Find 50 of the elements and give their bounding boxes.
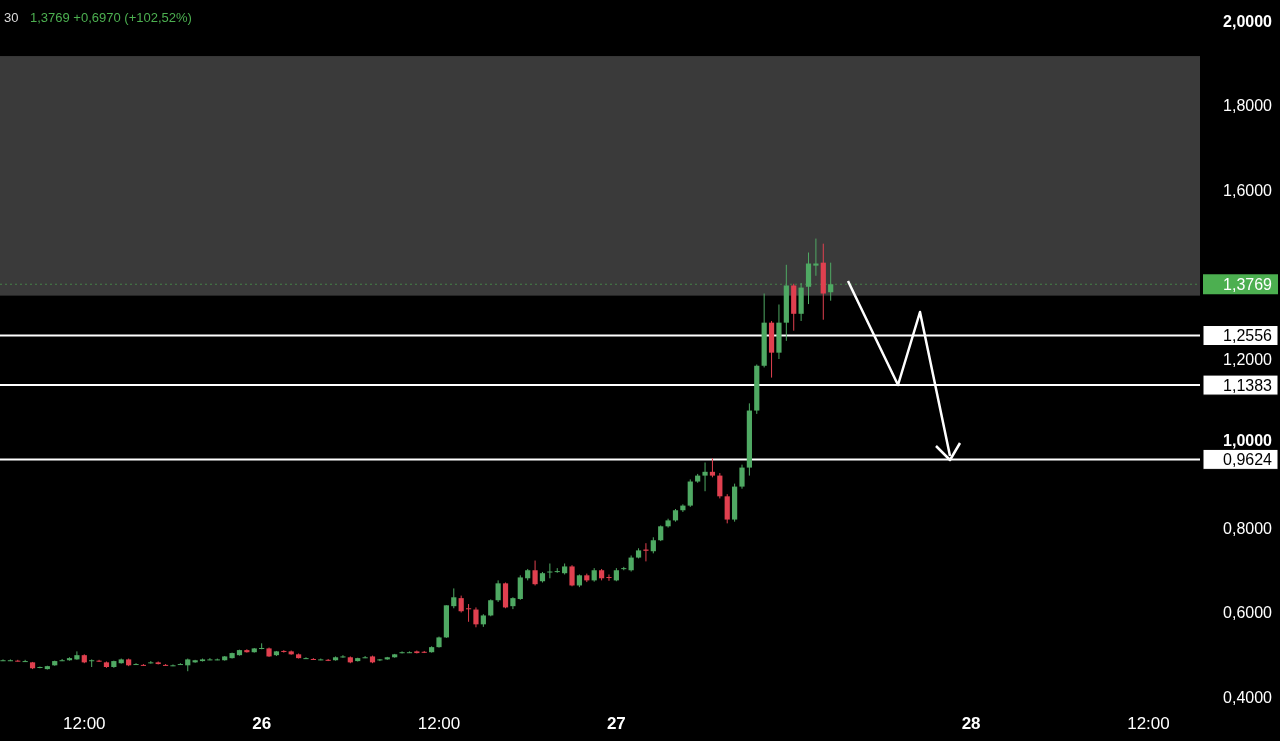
candlestick (813, 238, 819, 277)
y-tick-label: 2,0000 (1223, 12, 1273, 30)
candlestick (828, 262, 834, 302)
candlestick (709, 457, 716, 478)
x-tick-label: 12:00 (417, 714, 461, 733)
candlestick (0, 658, 6, 662)
ref-line-label: 0,9624 (1223, 450, 1273, 468)
ref-line-label: 1,3769 (1223, 275, 1273, 293)
candlestick (517, 574, 523, 601)
ref-line-label: 1,1383 (1223, 376, 1273, 394)
candlestick (606, 573, 612, 582)
x-tick-label: 27 (606, 714, 626, 733)
candlestick (532, 560, 538, 586)
chart-subtitle: 1,3769 +0,6970 (+102,52%) (30, 10, 192, 25)
y-tick-label: 1,8000 (1223, 97, 1273, 115)
y-tick-label: 0,8000 (1223, 519, 1273, 537)
candlestick (362, 655, 368, 659)
y-tick-label: 1,6000 (1223, 181, 1273, 199)
candlestick (451, 587, 457, 609)
candlestick (739, 464, 745, 490)
candlestick (399, 650, 405, 654)
candlestick (96, 659, 102, 663)
x-tick-label: 28 (961, 714, 981, 733)
candlestick (170, 663, 176, 667)
candlestick (303, 656, 309, 660)
y-tick-label: 0,4000 (1223, 688, 1273, 706)
y-tick-label: 0,6000 (1223, 604, 1273, 622)
candlestick (207, 657, 213, 661)
y-tick-label: 1,2000 (1223, 350, 1273, 368)
candlestick (569, 564, 575, 587)
candlestick (133, 662, 139, 666)
x-tick-label: 26 (252, 714, 272, 733)
ref-line-label: 1,2556 (1223, 327, 1273, 345)
x-tick-label: 12:00 (1127, 714, 1170, 733)
candlestick (340, 654, 346, 659)
candlestick (59, 658, 65, 662)
candlestick (377, 658, 383, 662)
candlestick (473, 606, 479, 628)
chart-title: 30 (4, 10, 19, 25)
candlestick (547, 562, 553, 579)
candlestick (702, 462, 708, 492)
candlestick (495, 579, 501, 603)
y-tick-label: 1,0000 (1223, 432, 1273, 450)
candlestick (74, 650, 80, 661)
candlestick (805, 252, 812, 305)
candlestick (465, 603, 472, 623)
candlestick (724, 493, 730, 524)
x-tick-label: 12:00 (63, 714, 106, 733)
candlestick (244, 648, 250, 654)
candlestick (717, 472, 723, 499)
